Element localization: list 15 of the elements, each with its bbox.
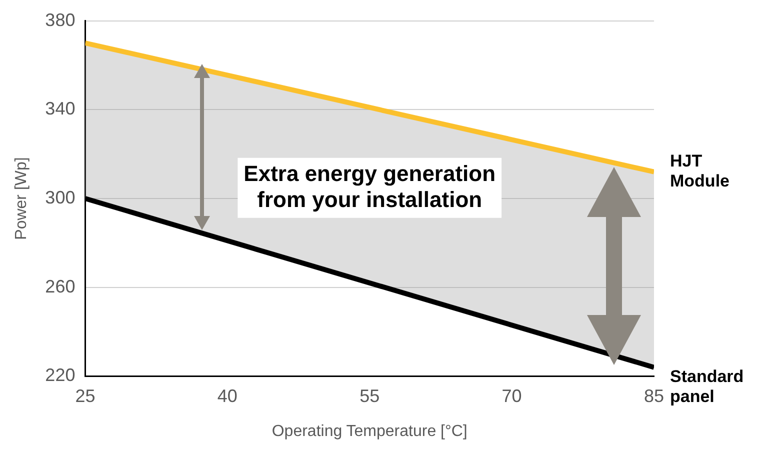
x-tick-label: 25 bbox=[75, 386, 96, 406]
y-axis-title: Power [Wp] bbox=[13, 157, 30, 240]
x-tick-label: 70 bbox=[502, 386, 522, 406]
y-tick-label: 300 bbox=[45, 187, 76, 208]
x-tick-label: 55 bbox=[360, 386, 380, 406]
x-tick-label: 85 bbox=[644, 386, 664, 406]
y-tick-label: 260 bbox=[45, 276, 76, 296]
y-tick-label: 220 bbox=[45, 365, 76, 386]
y-tick-label: 340 bbox=[45, 98, 76, 119]
y-tick-label: 380 bbox=[45, 10, 76, 30]
x-tick-label: 40 bbox=[217, 386, 238, 406]
x-axis-title: Operating Temperature [°C] bbox=[272, 422, 468, 440]
series-label: HJT Module bbox=[670, 152, 730, 191]
annotation: Extra energy generation from your installation bbox=[244, 160, 496, 212]
series-label: Standard panel bbox=[670, 367, 744, 406]
